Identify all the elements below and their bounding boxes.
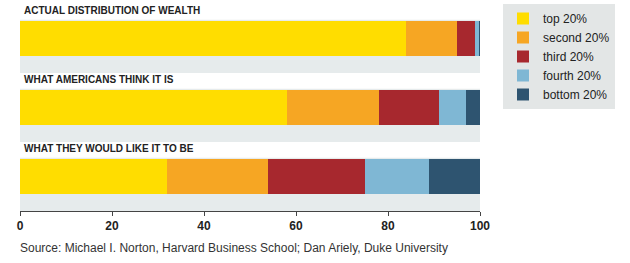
svg-text:40: 40 [197,219,211,233]
svg-text:20: 20 [105,219,119,233]
svg-text:80: 80 [381,219,395,233]
svg-text:bottom 20%: bottom 20% [543,88,607,102]
svg-text:ACTUAL DISTRIBUTION OF WEALTH: ACTUAL DISTRIBUTION OF WEALTH [24,5,200,16]
svg-text:top 20%: top 20% [543,12,587,26]
svg-text:60: 60 [289,219,303,233]
svg-text:Source: Michael I. Norton, Har: Source: Michael I. Norton, Harvard Busin… [20,241,448,255]
svg-text:0: 0 [17,219,24,233]
svg-text:WHAT AMERICANS THINK IT IS: WHAT AMERICANS THINK IT IS [24,74,174,85]
svg-text:third 20%: third 20% [543,50,594,64]
svg-text:fourth 20%: fourth 20% [543,69,601,83]
svg-text:second 20%: second 20% [543,31,609,45]
svg-text:100: 100 [470,219,490,233]
svg-text:WHAT THEY WOULD LIKE IT TO BE: WHAT THEY WOULD LIKE IT TO BE [24,143,194,154]
